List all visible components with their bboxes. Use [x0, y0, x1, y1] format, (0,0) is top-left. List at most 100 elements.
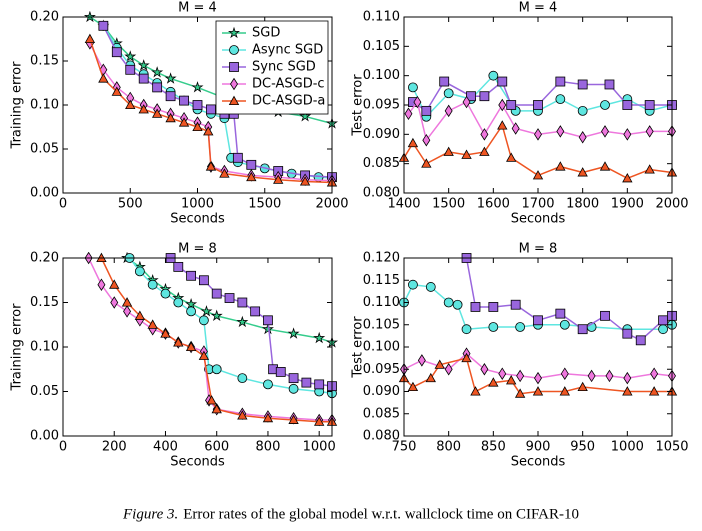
legend-label: Sync SGD [252, 60, 316, 75]
y-tick-label: 0.105 [363, 39, 400, 54]
y-tick-label: 0.15 [30, 295, 59, 310]
marker [498, 367, 507, 380]
marker [506, 375, 517, 385]
marker [532, 386, 544, 396]
series-line [102, 25, 333, 178]
marker [224, 293, 235, 303]
marker [506, 100, 517, 110]
y-tick-label: 0.115 [363, 273, 400, 288]
marker [134, 310, 146, 320]
marker [199, 275, 209, 286]
marker [230, 77, 238, 91]
marker [288, 414, 299, 424]
x-tick-label: 0 [59, 440, 67, 455]
marker [186, 306, 196, 317]
series-line [129, 257, 333, 395]
marker [263, 315, 273, 326]
marker [229, 62, 239, 72]
x-axis-label: Seconds [170, 455, 225, 470]
x-tick-label: 1900 [611, 197, 644, 212]
x-tick-label: 1500 [432, 197, 465, 212]
marker [407, 381, 419, 392]
marker [635, 335, 646, 346]
y-tick-label: 0.090 [363, 127, 400, 142]
x-tick-label: 800 [436, 440, 461, 455]
y-tick-label: 0.105 [363, 317, 400, 332]
y-tick-label: 0.100 [363, 68, 400, 83]
marker [246, 171, 257, 182]
marker [644, 100, 655, 110]
marker [599, 161, 611, 171]
marker [560, 367, 569, 380]
marker [137, 59, 150, 71]
marker [211, 288, 222, 299]
x-tick-label: 500 [118, 197, 143, 212]
marker [488, 70, 499, 81]
marker [577, 105, 588, 116]
marker [287, 327, 300, 339]
marker [219, 168, 230, 178]
x-tick-label: 200 [102, 440, 127, 455]
chart-title: M = 8 [178, 242, 217, 257]
marker [479, 146, 490, 156]
series-line [89, 43, 333, 182]
marker [425, 372, 436, 383]
y-tick-label: 0.085 [363, 156, 400, 171]
x-axis-label: Seconds [511, 212, 566, 227]
y-tick-label: 0.20 [30, 10, 59, 25]
legend-label: DC-ASGD-a [252, 94, 325, 109]
y-tick-label: 0.15 [30, 54, 59, 69]
marker [301, 377, 312, 388]
marker [559, 386, 570, 396]
x-tick-label: 1800 [566, 197, 599, 212]
marker [147, 319, 158, 329]
x-tick-label: 1000 [303, 440, 336, 455]
x-tick-label: 850 [481, 440, 506, 455]
marker [577, 381, 588, 392]
marker [160, 288, 171, 299]
marker [556, 125, 565, 138]
marker [186, 270, 196, 281]
marker [206, 395, 217, 405]
x-tick-label: 2000 [315, 197, 348, 212]
marker [246, 159, 257, 170]
marker [533, 315, 543, 326]
marker [173, 297, 184, 308]
x-tick-label: 1000 [181, 197, 214, 212]
marker [236, 315, 249, 328]
marker [425, 282, 436, 292]
marker [178, 117, 190, 127]
marker [263, 379, 273, 390]
marker [644, 164, 655, 174]
marker [604, 79, 615, 90]
x-tick-label: 1500 [248, 197, 281, 212]
legend-label: SGD [252, 26, 280, 41]
marker [480, 128, 489, 141]
marker [200, 305, 213, 317]
x-tick-label: 1700 [521, 197, 554, 212]
marker [622, 328, 633, 339]
marker [261, 322, 274, 335]
marker [605, 369, 614, 383]
marker [314, 416, 325, 426]
marker [151, 108, 163, 118]
marker [205, 161, 217, 171]
y-tick-label: 0.080 [363, 429, 400, 444]
marker [462, 95, 471, 109]
marker [138, 73, 149, 84]
marker [229, 45, 239, 55]
y-tick-label: 0.00 [30, 186, 59, 201]
marker [164, 72, 177, 84]
marker [622, 100, 633, 110]
marker [510, 299, 521, 310]
marker [555, 94, 566, 105]
y-tick-label: 0.05 [30, 142, 59, 157]
marker [237, 373, 248, 384]
marker [237, 297, 248, 308]
marker [407, 137, 419, 148]
y-tick-label: 0.10 [30, 340, 59, 355]
marker [160, 328, 171, 338]
y-tick-label: 0.100 [363, 340, 400, 355]
y-axis-label: Test error [351, 316, 366, 379]
marker [125, 99, 136, 109]
